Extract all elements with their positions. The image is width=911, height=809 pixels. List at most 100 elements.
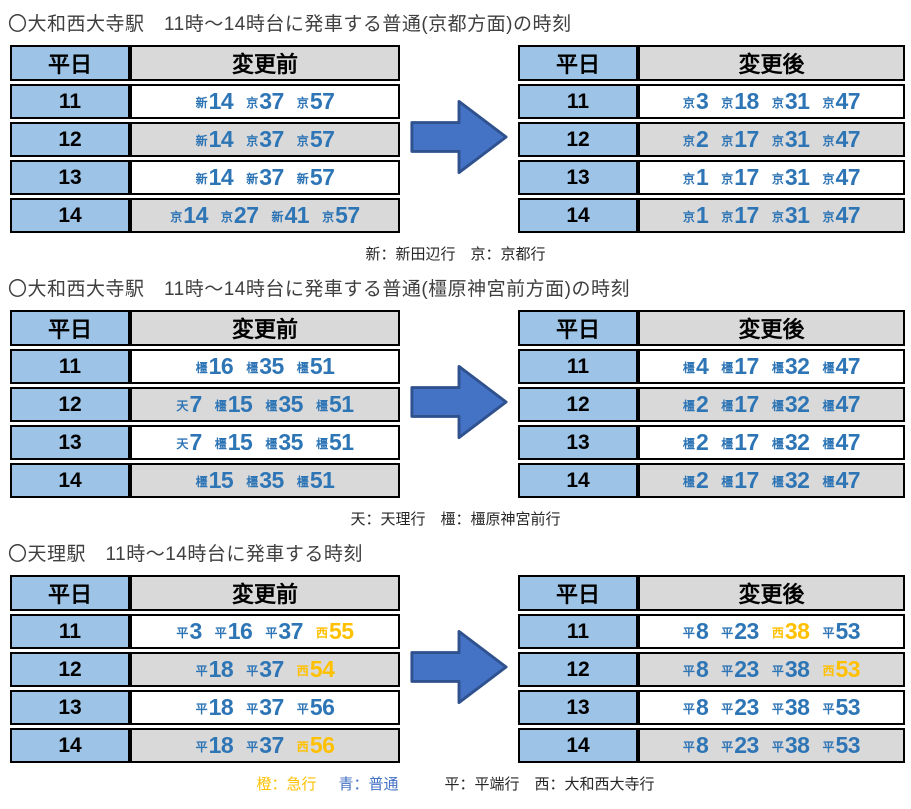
destination-prefix: 天	[176, 399, 189, 413]
departure-time: 橿17	[721, 429, 759, 456]
timetable-row: 14 橿15 橿35 橿51	[10, 463, 400, 498]
destination-prefix: 新	[195, 96, 208, 110]
right-arrow-icon	[409, 94, 509, 185]
hour-cell: 14	[10, 198, 130, 233]
departure-time: 新57	[297, 164, 335, 191]
destination-prefix: 橿	[195, 361, 208, 375]
hour-cell: 11	[518, 614, 638, 649]
destination-prefix: 橿	[822, 361, 835, 375]
timetable-row: 13 平18 平37 平56	[10, 690, 400, 725]
departure-time: 新37	[246, 164, 284, 191]
departure-time: 新14	[196, 164, 234, 191]
destination-prefix: 平	[296, 702, 309, 716]
minute-value: 3	[695, 88, 709, 114]
minute-value: 57	[309, 88, 335, 114]
departure-time: 橿32	[772, 353, 810, 380]
destination-prefix: 橿	[721, 399, 734, 413]
hour-cell: 12	[518, 122, 638, 157]
destination-prefix: 平	[822, 702, 835, 716]
right-arrow-icon	[409, 359, 509, 450]
hour-cell: 11	[10, 349, 130, 384]
minute-value: 51	[328, 429, 354, 455]
destination-prefix: 平	[176, 626, 189, 640]
hour-cell: 13	[518, 690, 638, 725]
legend-segment: 新：新田辺行 京：京都行	[365, 246, 546, 263]
departure-times-cell: 橿15 橿35 橿51	[130, 463, 400, 498]
minute-value: 18	[208, 694, 234, 720]
departure-time: 京14	[170, 202, 208, 229]
departure-time: 橿47	[822, 429, 860, 456]
departure-time: 橿32	[772, 391, 810, 418]
minute-value: 47	[835, 164, 861, 190]
departure-time: 平16	[215, 618, 253, 645]
departure-times-cell: 橿2 橿17 橿32 橿47	[638, 387, 905, 422]
timetable-row: 13 天7 橿15 橿35 橿51	[10, 425, 400, 460]
minute-value: 57	[309, 126, 335, 152]
departure-time: 平37	[246, 656, 284, 683]
before-change-table: 平日 変更前 11 平3 平16 平37 西55 12 平18 平37 西54 13 平18 平37 平…	[10, 572, 400, 766]
minute-value: 31	[784, 164, 810, 190]
departure-times-cell: 京14 京27 新41 京57	[130, 198, 400, 233]
section-title: 〇大和西大寺駅 11時〜14時台に発車する普通(京都方面)の時刻	[8, 14, 572, 35]
departure-time: 京1	[683, 164, 709, 191]
destination-prefix: 橿	[822, 437, 835, 451]
destination-prefix: 京	[220, 210, 233, 224]
minute-value: 2	[695, 429, 709, 455]
timetable-row: 13 橿2 橿17 橿32 橿47	[518, 425, 905, 460]
arrow-zone	[400, 359, 518, 450]
departure-time: 平23	[721, 694, 759, 721]
minute-value: 2	[695, 391, 709, 417]
destination-prefix: 平	[822, 626, 835, 640]
destination-prefix: 西	[771, 626, 784, 640]
destination-prefix: 平	[195, 702, 208, 716]
destination-prefix: 西	[822, 664, 835, 678]
weekday-header: 平日	[518, 310, 638, 346]
minute-value: 18	[208, 656, 234, 682]
minute-value: 14	[183, 202, 208, 228]
timetable-row: 12 天7 橿15 橿35 橿51	[10, 387, 400, 422]
minute-value: 18	[734, 88, 759, 114]
destination-prefix: 橿	[682, 399, 695, 413]
minute-value: 53	[835, 694, 861, 720]
minute-value: 17	[734, 126, 759, 152]
departure-time: 京47	[822, 88, 860, 115]
departure-times-cell: 京3 京18 京31 京47	[638, 84, 905, 119]
departure-time: 京57	[322, 202, 360, 229]
timetable-row: 11 橿16 橿35 橿51	[10, 349, 400, 384]
departure-times-cell: 天7 橿15 橿35 橿51	[130, 425, 400, 460]
destination-legend: 新：新田辺行 京：京都行	[0, 243, 911, 264]
minute-value: 38	[784, 656, 810, 682]
destination-prefix: 橿	[682, 361, 695, 375]
departure-time: 京47	[822, 202, 860, 229]
destination-prefix: 天	[176, 437, 189, 451]
departure-time: 橿35	[265, 391, 303, 418]
departure-time: 西55	[316, 618, 354, 645]
minute-value: 7	[189, 429, 202, 455]
table-header-row: 平日 変更前	[10, 45, 400, 81]
destination-prefix: 京	[322, 210, 335, 224]
destination-prefix: 平	[682, 626, 695, 640]
minute-value: 27	[233, 202, 259, 228]
departure-time: 京1	[683, 202, 709, 229]
hour-cell: 11	[518, 84, 638, 119]
minute-value: 23	[734, 694, 759, 720]
departure-time: 平37	[246, 694, 284, 721]
minute-value: 32	[784, 353, 810, 379]
timetable-row: 11 橿4 橿17 橿32 橿47	[518, 349, 905, 384]
train-type-legend: 橙：急行 青：普通 平：平端行 西：大和西大寺行	[0, 773, 911, 794]
legend-segment: 青：普通	[338, 776, 399, 793]
minute-value: 32	[784, 429, 810, 455]
departure-times-cell: 平8 平23 平38 平53	[638, 690, 905, 725]
minute-value: 17	[734, 467, 759, 493]
departure-time: 京3	[683, 88, 709, 115]
minute-value: 31	[784, 88, 810, 114]
minute-value: 57	[335, 202, 360, 228]
destination-prefix: 京	[822, 172, 835, 186]
destination-prefix: 平	[246, 664, 259, 678]
minute-value: 47	[835, 429, 861, 455]
minute-value: 51	[309, 467, 335, 493]
minute-value: 47	[835, 353, 861, 379]
timetable-row: 12 平8 平23 平38 西53	[518, 652, 905, 687]
destination-prefix: 京	[822, 96, 835, 110]
